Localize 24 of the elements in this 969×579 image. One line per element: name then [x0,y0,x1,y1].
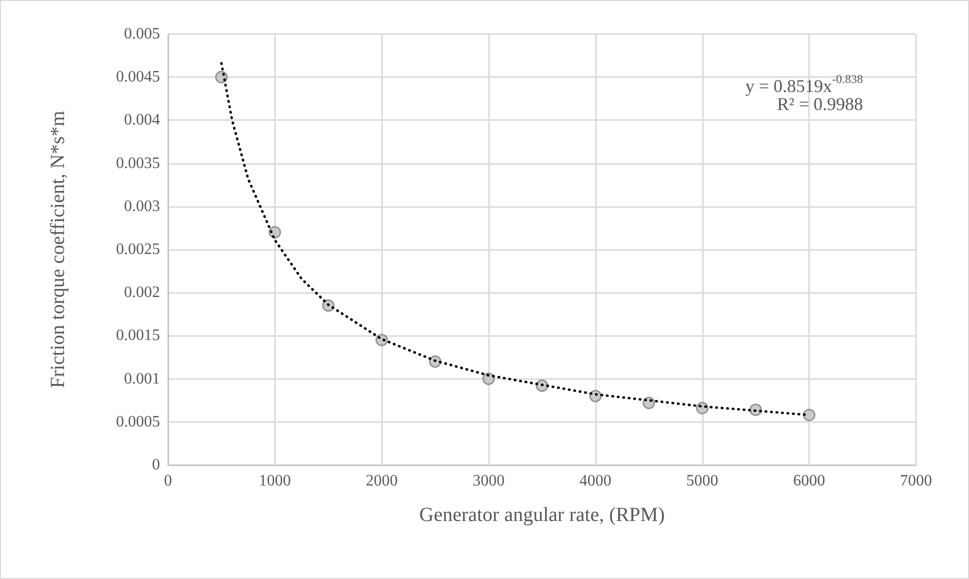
x-tick-label: 0 [164,472,172,490]
y-tick-label: 0.005 [124,26,160,42]
y-tick-label: 0.0015 [116,327,160,344]
point [802,408,816,422]
y-tick-label: 0.0025 [116,241,160,258]
x-tick-label: 6000 [793,472,826,490]
y-tick-label: 0.0045 [116,68,160,86]
annotation: R² = 0.9988 [776,94,864,114]
y-tick-label: 0.0005 [116,413,160,430]
x-axis-title: Generator angular rate, (RPM) [419,504,665,526]
y-tick-label: 0.004 [124,112,160,129]
x-tick-label: 2000 [366,472,398,490]
y-axis-title: Friction torque coefficient, N*s*m [47,110,69,388]
y-tick-label: 0 [152,456,160,474]
y-tick-label: 0.003 [124,198,160,215]
x-tick-label: 3000 [472,472,505,490]
x-tick-label: 5000 [686,472,718,490]
y-tick-label: 0.001 [124,370,160,388]
x-tick-label: 4000 [579,472,612,490]
point [482,372,495,386]
x-tick-label: 1000 [258,472,291,490]
x-tick-label: 7000 [900,472,932,490]
y-tick-label: 0.002 [124,284,160,302]
y-tick-label: 0.0035 [116,154,160,172]
